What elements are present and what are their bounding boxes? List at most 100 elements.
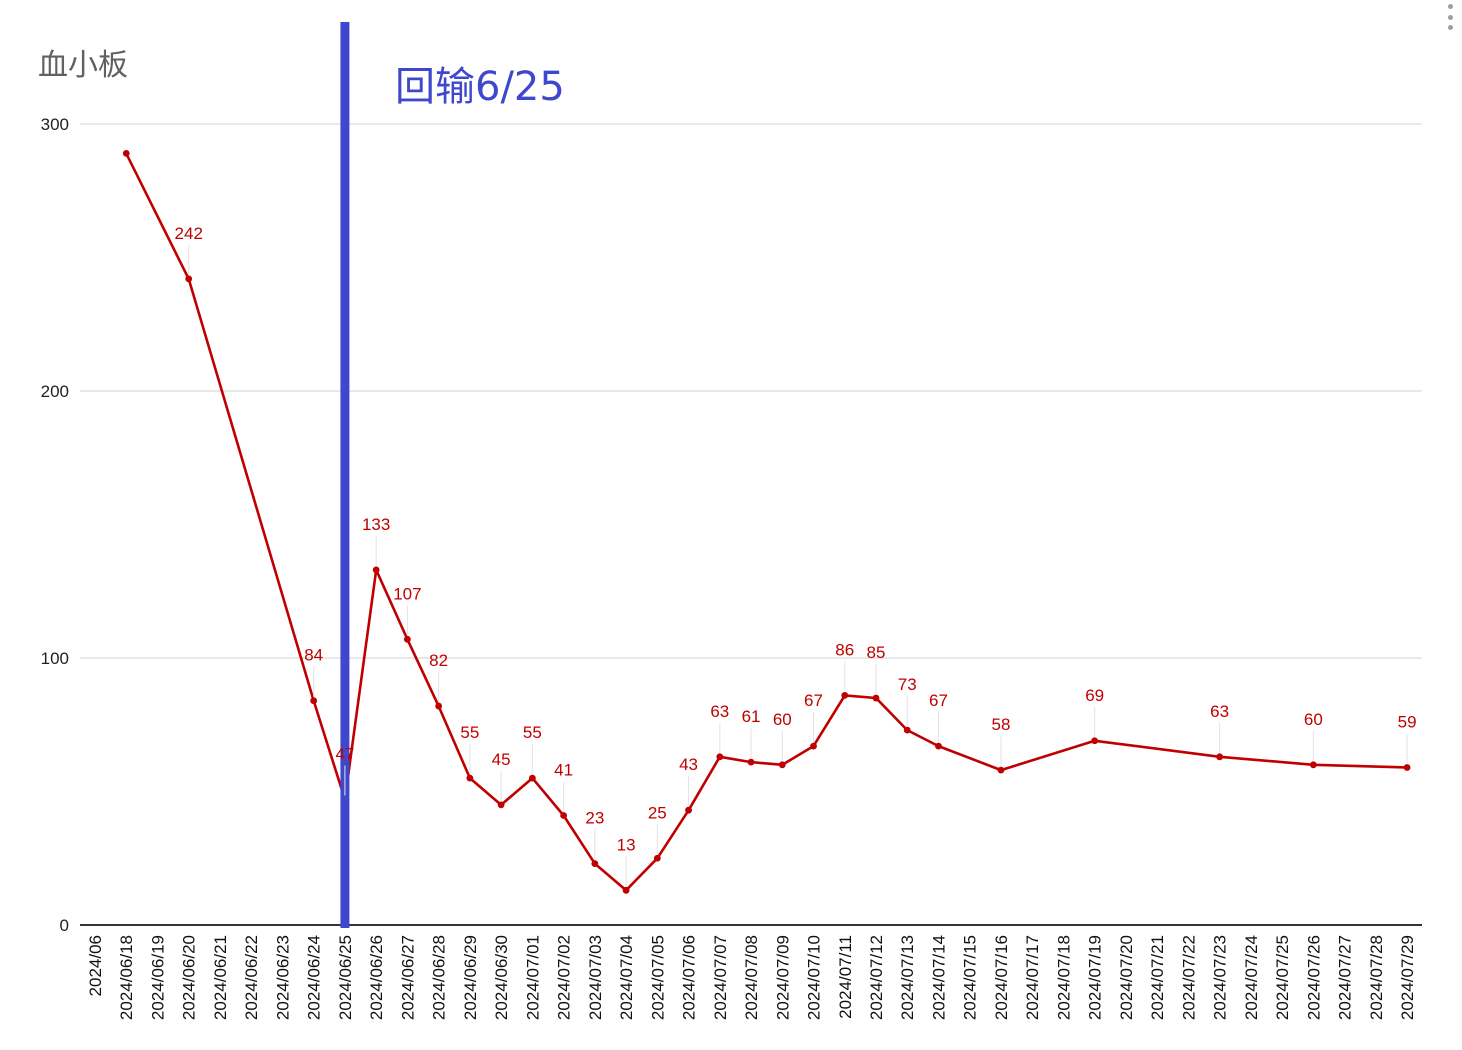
x-tick-label: 2024/07/07: [711, 935, 730, 1020]
x-tick-label: 2024/06/29: [461, 935, 480, 1020]
x-tick-label: 2024/07/29: [1398, 935, 1417, 1020]
label-layer: 242 84 47 133 107 82 55 45 55 41 23 13 25 43 63 61 60 67 8…: [175, 224, 1417, 887]
x-tick-label: 2024/06/19: [148, 935, 167, 1020]
data-label: 82: [429, 651, 448, 670]
x-tick-label: 2024/07/14: [929, 935, 948, 1020]
x-tick-label: 2024/07/02: [555, 935, 574, 1020]
data-point: [903, 726, 911, 734]
x-tick-label: 2024/07/15: [961, 935, 980, 1020]
data-point: [1309, 761, 1317, 769]
data-point: [622, 886, 630, 894]
data-label: 69: [1085, 686, 1104, 705]
data-label: 23: [585, 809, 604, 828]
data-point: [1216, 753, 1224, 761]
x-tick-label: 2024/07/12: [867, 935, 886, 1020]
x-tick-label: 2024/07/08: [742, 935, 761, 1020]
data-point: [1091, 737, 1099, 745]
axis-layer: 0 100 200 300 2024/06 2024/06/18 2024/06/19 202…: [41, 115, 1422, 1020]
data-label: 133: [362, 515, 390, 534]
x-tick-label: 2024/07/04: [617, 935, 636, 1020]
y-tick-label: 300: [41, 115, 69, 134]
x-tick-label: 2024/06/28: [430, 935, 449, 1020]
data-point: [997, 766, 1005, 774]
data-point: [935, 742, 942, 750]
x-tick-label: 2024/07/09: [773, 935, 792, 1020]
data-label: 84: [304, 646, 323, 665]
x-tick-label: 2024/07/27: [1336, 935, 1355, 1020]
x-tick-label: 2024/07/10: [805, 935, 824, 1020]
x-tick-label: 2024/07/16: [992, 935, 1011, 1020]
data-point: [310, 697, 318, 705]
data-label: 85: [867, 643, 886, 662]
more-vert-icon[interactable]: [1448, 4, 1456, 30]
data-label: 60: [773, 710, 792, 729]
menu-dot: [1448, 4, 1453, 9]
transfusion-marker-line: [340, 22, 350, 928]
x-tick-label: 2024/06/23: [273, 935, 292, 1020]
y-tick-label: 200: [41, 382, 69, 401]
x-tick-label: 2024/07/11: [836, 935, 855, 1019]
series-line: [125, 152, 1408, 892]
data-point: [591, 860, 599, 867]
x-tick-label: 2024/06/22: [242, 935, 261, 1020]
x-tick-label: 2024/06/20: [180, 935, 199, 1020]
data-point: [185, 275, 193, 283]
data-label: 43: [679, 755, 698, 774]
data-point: [841, 691, 849, 699]
menu-dot: [1448, 25, 1453, 30]
x-tick-label: 2024/07/17: [1023, 935, 1042, 1020]
data-point: [1403, 764, 1411, 771]
x-tick-label: 2024/06/24: [305, 935, 324, 1020]
data-label: 107: [393, 584, 421, 603]
x-tick-label: 2024/06: [86, 935, 105, 996]
line-layer: [122, 149, 1411, 894]
data-label: 63: [710, 702, 729, 721]
x-tick-label: 2024/07/22: [1179, 935, 1198, 1020]
x-tick-label: 2024/07/23: [1211, 935, 1230, 1020]
marker-layer: [340, 22, 350, 928]
x-tick-label: 2024/07/26: [1304, 935, 1323, 1020]
data-label: 61: [742, 707, 761, 726]
x-tick-label: 2024/07/03: [586, 935, 605, 1020]
x-tick-label: 2024/07/25: [1273, 935, 1292, 1020]
data-point: [466, 774, 474, 782]
data-label: 86: [835, 640, 854, 659]
x-tick-label: 2024/06/18: [117, 935, 136, 1020]
data-label: 63: [1210, 702, 1229, 721]
data-point: [435, 702, 443, 710]
data-label: 25: [648, 803, 667, 822]
data-point: [560, 812, 567, 819]
x-tick-label: 2024/07/13: [898, 935, 917, 1020]
x-tick-label: 2024/07/20: [1117, 935, 1136, 1020]
data-label: 45: [492, 750, 511, 769]
x-tick-label: 2024/06/26: [367, 935, 386, 1020]
data-label: 47: [335, 745, 354, 764]
data-point: [685, 806, 692, 814]
data-label: 67: [804, 691, 823, 710]
transfusion-annotation: 回输6/25: [395, 64, 565, 110]
x-tick-label: 2024/07/18: [1054, 935, 1073, 1020]
x-tick-label: 2024/07/28: [1367, 935, 1386, 1020]
data-label: 41: [554, 761, 573, 780]
x-tick-label: 2024/06/30: [492, 935, 511, 1020]
y-tick-label: 100: [41, 649, 69, 668]
x-tick-label: 2024/06/21: [211, 935, 230, 1020]
x-tick-label: 2024/07/21: [1148, 935, 1167, 1020]
data-label: 13: [617, 835, 636, 854]
x-tick-label: 2024/06/27: [398, 935, 417, 1020]
x-tick-label: 2024/07/19: [1086, 935, 1105, 1020]
data-label: 55: [523, 723, 542, 742]
x-tick-label: 2024/07/06: [680, 935, 699, 1020]
x-tick-label: 2024/06/25: [336, 935, 355, 1020]
chart-title: 血小板: [38, 48, 128, 83]
x-tick-label: 2024/07/01: [523, 935, 542, 1020]
x-tick-label: 2024/07/24: [1242, 935, 1261, 1020]
data-label: 67: [929, 691, 948, 710]
data-point: [653, 854, 661, 862]
data-point: [122, 149, 130, 157]
data-point: [872, 694, 880, 702]
data-point: [372, 566, 380, 574]
data-point: [528, 774, 536, 782]
data-point: [497, 801, 505, 809]
